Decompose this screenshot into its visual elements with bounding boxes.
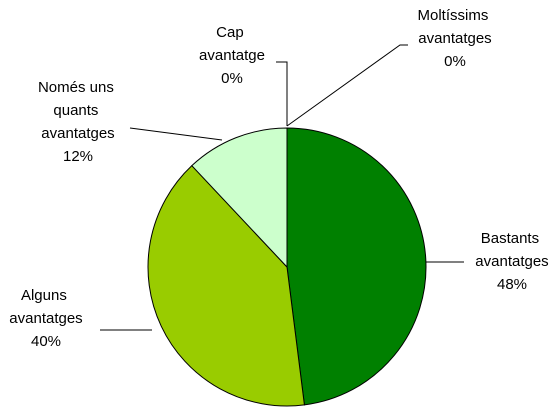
slice-value-label: 40% — [31, 333, 61, 350]
leader-line — [286, 44, 408, 127]
slice-label: Moltíssims avantatges — [418, 7, 493, 47]
slice-value-label: 0% — [444, 53, 466, 70]
leader-line — [276, 61, 288, 126]
slice-label: Alguns avantatges — [9, 287, 82, 327]
slice-value-label: 12% — [63, 148, 93, 165]
slice-value-label: 48% — [497, 276, 527, 293]
pie-slice — [286, 127, 427, 406]
leader-line — [129, 127, 223, 141]
slice-label: Només uns quants avantatges — [38, 79, 118, 142]
slice-label: Bastants avantatges — [475, 230, 548, 270]
pie-slice — [147, 164, 305, 407]
pie-slice — [191, 127, 288, 269]
slice-label: Cap avantatge — [199, 24, 265, 64]
slice-value-label: 0% — [221, 70, 243, 87]
